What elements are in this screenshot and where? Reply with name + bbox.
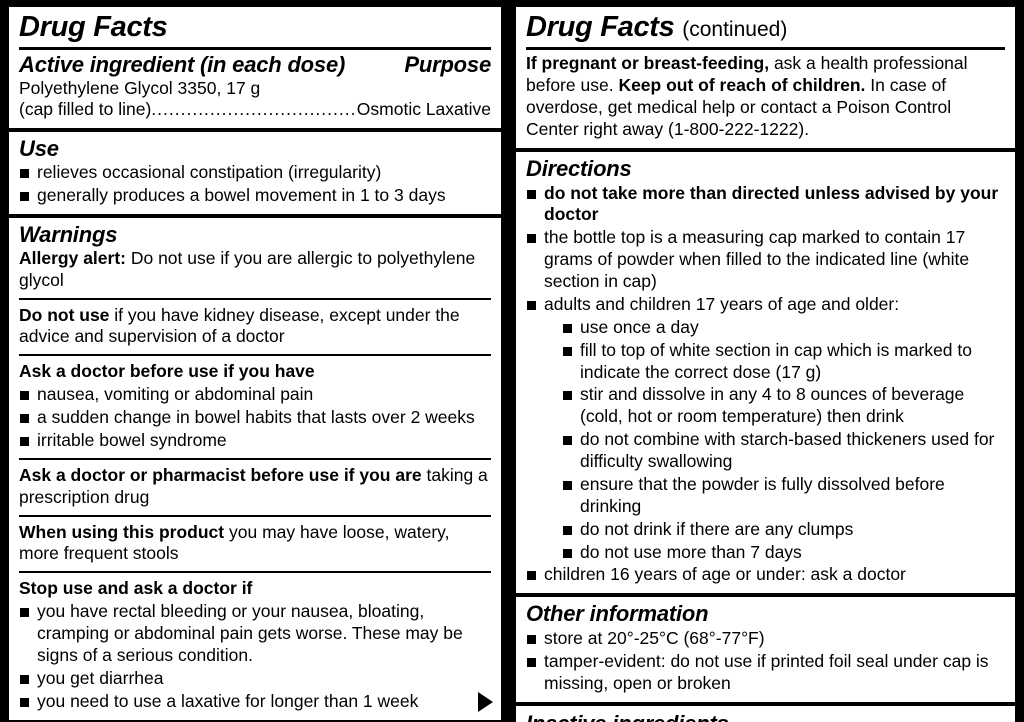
section-warnings: Warnings Allergy alert: Do not use if yo…	[9, 218, 501, 720]
list-item: relieves occasional constipation (irregu…	[19, 162, 491, 184]
section-inactive-ingredients: Inactive ingredients none	[516, 705, 1015, 722]
list-item: you need to use a laxative for longer th…	[19, 690, 493, 713]
list-item: a sudden change in bowel habits that las…	[19, 407, 491, 429]
section-other-information: Other information store at 20°-25°C (68°…	[516, 597, 1015, 702]
continued-title-divider	[526, 47, 1005, 51]
list-item: use once a day	[562, 317, 1005, 339]
inactive-ingredients-heading: Inactive ingredients	[526, 711, 729, 722]
do-not-use-text: if you have kidney disease, except under…	[19, 304, 460, 347]
continuation-arrow-icon	[478, 691, 493, 712]
list-item: do not take more than directed unless ad…	[526, 183, 1005, 227]
ask-pharmacist-text: taking a prescription drug	[19, 464, 488, 507]
list-item: irritable bowel syndrome	[19, 430, 491, 452]
list-item: nausea, vomiting or abdominal pain	[19, 384, 491, 406]
list-item: store at 20°-25°C (68°-77°F)	[526, 628, 1005, 650]
list-item: do not use more than 7 days	[562, 542, 1005, 564]
warnings-divider-3	[19, 457, 491, 460]
list-item-label: you need to use a laxative for longer th…	[37, 690, 419, 711]
allergy-alert-label: Allergy alert:	[19, 247, 126, 268]
warnings-divider-1	[19, 297, 491, 300]
list-item: do not combine with starch-based thicken…	[562, 429, 1005, 473]
ask-doctor-heading: Ask a doctor before use if you have	[19, 361, 315, 382]
list-item: do not drink if there are any clumps	[562, 519, 1005, 541]
continued-label: (continued)	[682, 18, 788, 41]
ask-doctor-list: nausea, vomiting or abdominal pain a sud…	[19, 384, 491, 452]
directions-list: do not take more than directed unless ad…	[526, 183, 1005, 587]
stop-use-list: you have rectal bleeding or your nausea,…	[19, 601, 493, 713]
right-column: Drug Facts (continued) If pregnant or br…	[509, 0, 1024, 722]
stop-use-heading: Stop use and ask a doctor if	[19, 578, 253, 599]
pregnant-label: If pregnant or breast-feeding,	[526, 53, 770, 74]
list-item: stir and dissolve in any 4 to 8 ounces o…	[562, 384, 1005, 428]
list-item-label: adults and children 17 years of age and …	[544, 293, 900, 314]
active-ingredient-heading-row: Active ingredient (in each dose) Purpose	[19, 53, 491, 78]
active-ingredient-heading: Active ingredient (in each dose)	[19, 52, 346, 78]
list-item: adults and children 17 years of age and …	[526, 294, 1005, 564]
purpose-heading: Purpose	[404, 52, 491, 78]
dose-note: (cap filled to line)	[19, 99, 152, 120]
section-directions: Directions do not take more than directe…	[516, 151, 1015, 594]
dot-leader: ........................................…	[151, 99, 357, 120]
purpose-value: Osmotic Laxative	[356, 99, 491, 120]
warnings-divider-5	[19, 571, 491, 574]
inactive-ingredients-row: Inactive ingredients none	[526, 711, 1005, 722]
pregnant-text: ask a health professional before use.	[526, 53, 968, 96]
page-title-continued: Drug Facts (continued)	[526, 12, 1005, 44]
page-title-text: Drug Facts	[526, 11, 675, 43]
keep-out-label: Keep out of reach of children.	[618, 75, 866, 96]
list-item: children 16 years of age or under: ask a…	[526, 564, 1005, 586]
list-item: you have rectal bleeding or your nausea,…	[19, 601, 491, 667]
directions-heading: Directions	[526, 155, 632, 181]
list-item: fill to top of white section in cap whic…	[562, 340, 1005, 384]
allergy-alert-text: Do not use if you are allergic to polyet…	[19, 247, 476, 290]
list-item: tamper-evident: do not use if printed fo…	[526, 651, 1005, 695]
left-column: Drug Facts Active ingredient (in each do…	[0, 0, 509, 722]
inactive-ingredients-value: none	[738, 716, 776, 722]
other-information-heading: Other information	[526, 601, 709, 627]
when-using-text: you may have loose, watery, more frequen…	[19, 521, 450, 564]
pregnancy-warning: If pregnant or breast-feeding, ask a hea…	[526, 53, 1005, 141]
ask-pharmacist: Ask a doctor or pharmacist before use if…	[19, 465, 491, 509]
section-drug-facts-continued: Drug Facts (continued) If pregnant or br…	[516, 7, 1015, 148]
list-item: the bottle top is a measuring cap marked…	[526, 227, 1005, 293]
when-using-product: When using this product you may have loo…	[19, 522, 491, 566]
ask-pharmacist-label: Ask a doctor or pharmacist before use if…	[19, 464, 422, 485]
keep-out-text: In case of overdose, get medical help or…	[526, 75, 952, 140]
active-ingredient-value: Polyethylene Glycol 3350, 17 g	[19, 78, 261, 99]
page-title: Drug Facts	[19, 11, 168, 43]
use-heading: Use	[19, 135, 59, 161]
when-using-label: When using this product	[19, 521, 225, 542]
list-item: ensure that the powder is fully dissolve…	[562, 474, 1005, 518]
directions-sublist: use once a day fill to top of white sect…	[562, 317, 1005, 564]
do-not-use-label: Do not use	[19, 304, 110, 325]
do-not-use: Do not use if you have kidney disease, e…	[19, 305, 491, 349]
list-item: generally produces a bowel movement in 1…	[19, 185, 491, 207]
title-divider	[19, 47, 491, 51]
section-use: Use relieves occasional constipation (ir…	[9, 131, 501, 215]
warnings-divider-4	[19, 514, 491, 517]
section-drug-facts-header: Drug Facts Active ingredient (in each do…	[9, 7, 501, 128]
other-information-list: store at 20°-25°C (68°-77°F) tamper-evid…	[526, 628, 1005, 695]
use-list: relieves occasional constipation (irregu…	[19, 162, 491, 207]
purpose-leader-row: (cap filled to line) ...................…	[19, 99, 491, 120]
list-item: you get diarrhea	[19, 668, 491, 690]
warnings-heading: Warnings	[19, 222, 118, 248]
allergy-alert: Allergy alert: Do not use if you are all…	[19, 248, 491, 292]
warnings-divider-2	[19, 354, 491, 357]
